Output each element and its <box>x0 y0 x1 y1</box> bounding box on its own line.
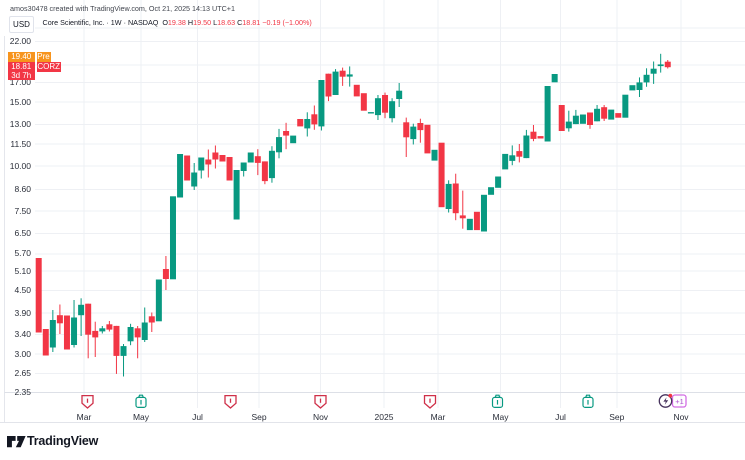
svg-text:+1: +1 <box>675 397 684 406</box>
